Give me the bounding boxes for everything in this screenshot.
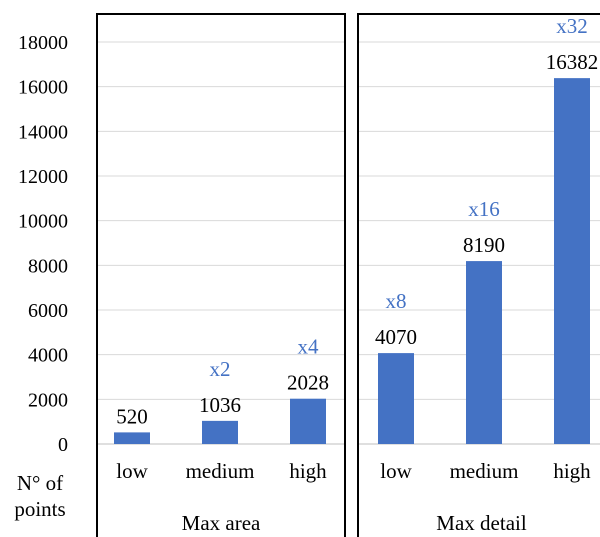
- bar-0-1: [202, 420, 238, 444]
- y-tick-label-3: 6000: [28, 300, 68, 322]
- y-tick-label-0: 0: [58, 434, 68, 456]
- category-label-0-0: low: [116, 459, 148, 483]
- group-label-1: Max detail: [436, 511, 527, 535]
- group-panels: [96, 13, 600, 537]
- data-label-0-0: 520: [116, 404, 148, 428]
- data-label-0-1: 1036: [199, 393, 241, 417]
- bar-0-2: [290, 398, 326, 444]
- y-tick-label-6: 12000: [18, 166, 68, 188]
- bar-1-2: [554, 78, 590, 445]
- y-tick-label-2: 4000: [28, 345, 68, 367]
- bar-0-0: [114, 432, 150, 444]
- panel-border-1: [357, 13, 600, 537]
- data-label-0-2: 2028: [287, 371, 329, 395]
- category-label-1-0: low: [380, 459, 412, 483]
- multiplier-label-0-1: x2: [210, 357, 231, 381]
- labels: Max area 520 low 1036 x2 medium 2028 x4 high Max …: [116, 14, 598, 535]
- category-label-1-2: high: [553, 459, 591, 483]
- category-label-1-1: medium: [450, 459, 519, 483]
- category-label-0-2: high: [289, 459, 327, 483]
- data-label-1-1: 8190: [463, 233, 505, 257]
- multiplier-label-1-2: x32: [556, 14, 588, 38]
- bar-1-1: [466, 261, 502, 444]
- gridlines: [97, 41, 600, 445]
- data-label-1-0: 4070: [375, 325, 417, 349]
- multiplier-label-1-0: x8: [386, 289, 407, 313]
- panel-border-0: [96, 13, 346, 537]
- y-tick-label-5: 10000: [18, 211, 68, 233]
- bar-1-0: [378, 353, 414, 444]
- y-tick-label-8: 16000: [18, 77, 68, 99]
- y-tick-label-9: 18000: [18, 32, 68, 54]
- y-axis-title-line-1: N° of: [17, 471, 63, 495]
- bars: [114, 78, 590, 445]
- data-label-1-2: 16382: [546, 50, 599, 74]
- y-tick-label-4: 8000: [28, 255, 68, 277]
- y-axis-ticks: 0 2000 4000 6000 8000 10000 12000 14000 16000 180…: [18, 32, 68, 456]
- category-label-0-1: medium: [186, 459, 255, 483]
- y-tick-label-1: 2000: [28, 389, 68, 411]
- group-label-0: Max area: [182, 511, 261, 535]
- y-axis-title-line-2: points: [14, 497, 65, 521]
- y-tick-label-7: 14000: [18, 121, 68, 143]
- multiplier-label-0-2: x4: [298, 335, 320, 359]
- multiplier-label-1-1: x16: [468, 197, 500, 221]
